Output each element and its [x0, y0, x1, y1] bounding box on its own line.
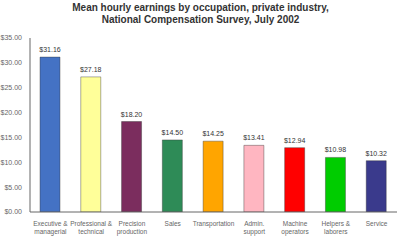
svg-text:$20.00: $20.00 — [1, 109, 23, 116]
svg-text:Transportation: Transportation — [193, 220, 235, 228]
svg-text:$30.00: $30.00 — [1, 59, 23, 66]
svg-text:$25.00: $25.00 — [1, 84, 23, 91]
html-text:Mean hourly earnings by occupa: Mean hourly earnings by occupation, priv… — [72, 2, 329, 25]
svg-text:$5.00: $5.00 — [4, 184, 22, 191]
svg-text:$0.00: $0.00 — [4, 208, 22, 215]
svg-text:$14.50: $14.50 — [162, 129, 184, 136]
svg-text:$13.41: $13.41 — [243, 134, 265, 141]
svg-text:Sales: Sales — [165, 220, 182, 227]
svg-text:$10.98: $10.98 — [325, 146, 347, 153]
svg-text:$35.00: $35.00 — [1, 34, 23, 41]
svg-text:Professional &technical: Professional &technical — [70, 220, 113, 235]
svg-text:$27.18: $27.18 — [80, 66, 102, 73]
svg-text:$14.25: $14.25 — [202, 130, 224, 137]
svg-text:$31.16: $31.16 — [39, 46, 61, 53]
svg-text:Machineoperators: Machineoperators — [281, 220, 309, 236]
svg-text:Admin.support: Admin.support — [243, 220, 265, 236]
svg-text:Executive &managerial: Executive &managerial — [33, 220, 68, 236]
svg-text:Helpers &laborers: Helpers &laborers — [322, 220, 351, 235]
svg-text:$15.00: $15.00 — [1, 134, 23, 141]
svg-text:$10.32: $10.32 — [366, 150, 388, 157]
svg-text:Precisionproduction: Precisionproduction — [117, 220, 148, 236]
svg-text:$12.94: $12.94 — [284, 137, 306, 144]
svg-text:Service: Service — [366, 220, 388, 227]
svg-text:$10.00: $10.00 — [1, 159, 23, 166]
svg-text:$18.20: $18.20 — [121, 111, 143, 118]
